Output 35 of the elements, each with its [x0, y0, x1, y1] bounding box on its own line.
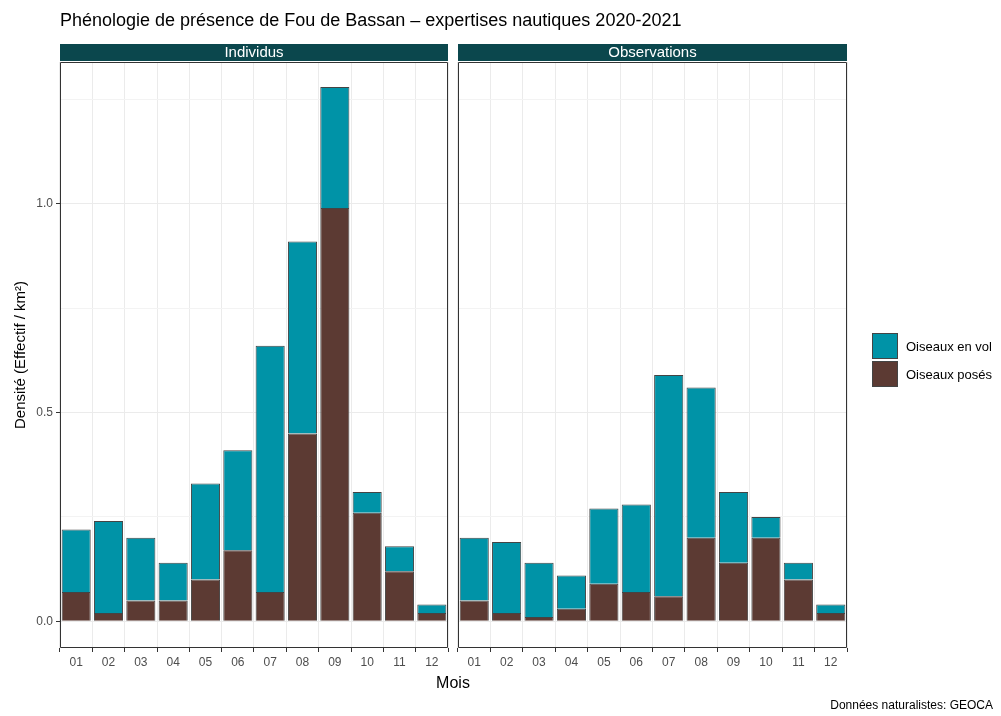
legend-label: Oiseaux en vol	[906, 338, 992, 354]
x-axis-title: Mois	[435, 674, 471, 692]
x-tick-label: 04	[166, 654, 181, 669]
legend-label: Oiseaux posés	[906, 366, 992, 382]
y-axis-title: Densité (Effectif / km²)	[11, 280, 29, 430]
y-tick-label: 1.0	[36, 196, 54, 211]
x-tick-label: 08	[694, 654, 709, 669]
x-tick-label: 03	[532, 654, 547, 669]
x-tick-label: 09	[328, 654, 342, 669]
x-tick-label: 11	[792, 654, 805, 669]
x-tick-label: 11	[393, 654, 407, 669]
chart-subtitle: Observations	[608, 43, 697, 61]
x-tick-label: 10	[759, 654, 773, 669]
x-tick-label: 02	[499, 654, 514, 669]
x-tick-label: 01	[69, 654, 84, 669]
x-tick-label: 07	[263, 654, 278, 669]
chart-title: Phénologie de présence de Fou de Bassan – expertises nautiques 2020-2021	[60, 10, 682, 31]
x-tick-label: 07	[662, 654, 676, 669]
x-tick-label: 10	[360, 654, 375, 669]
x-tick-label: 09	[726, 654, 741, 669]
x-tick-label: 03	[134, 654, 148, 669]
x-tick-label: 02	[101, 654, 116, 669]
y-tick-label: 0.0	[36, 613, 54, 628]
chart-subtitle: Individus	[224, 43, 284, 61]
x-tick-label: 06	[231, 654, 245, 669]
x-tick-label: 08	[295, 654, 310, 669]
text: Données naturalistes: GEOCA	[830, 698, 993, 712]
x-tick-label: 05	[597, 654, 611, 669]
x-tick-label: 12	[824, 654, 838, 669]
y-tick-label: 0.5	[36, 404, 54, 419]
x-tick-label: 05	[198, 654, 213, 669]
x-tick-label: 04	[564, 654, 579, 669]
x-tick-label: 12	[425, 654, 439, 669]
x-tick-label: 06	[629, 654, 644, 669]
x-tick-label: 01	[467, 654, 482, 669]
